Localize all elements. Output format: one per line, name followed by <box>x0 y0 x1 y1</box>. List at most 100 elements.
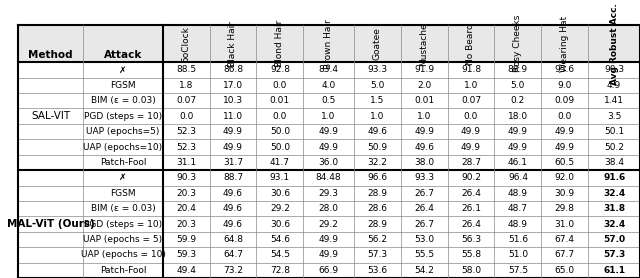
Text: 18.0: 18.0 <box>508 112 528 121</box>
Text: 20.3: 20.3 <box>176 189 196 198</box>
Text: 50.9: 50.9 <box>367 143 387 152</box>
Bar <box>18 263 640 278</box>
Text: 48.7: 48.7 <box>508 204 528 213</box>
Bar <box>18 232 640 247</box>
Text: 57.3: 57.3 <box>603 250 625 259</box>
Text: 48.9: 48.9 <box>508 189 528 198</box>
Text: 65.0: 65.0 <box>555 266 575 275</box>
Text: 0.01: 0.01 <box>414 96 434 105</box>
Text: 31.7: 31.7 <box>223 158 243 167</box>
Text: 51.6: 51.6 <box>508 235 528 244</box>
Text: 0.0: 0.0 <box>179 112 193 121</box>
Text: 55.8: 55.8 <box>461 250 481 259</box>
Text: 0.2: 0.2 <box>511 96 525 105</box>
Text: PGD (steps = 10): PGD (steps = 10) <box>84 112 162 121</box>
Text: 38.4: 38.4 <box>604 158 624 167</box>
Text: PGD (steps = 10): PGD (steps = 10) <box>84 220 162 229</box>
Text: FGSM: FGSM <box>110 189 136 198</box>
Text: 30.6: 30.6 <box>270 220 290 229</box>
Text: 93.3: 93.3 <box>367 65 387 75</box>
Text: 88.9: 88.9 <box>508 65 528 75</box>
Text: 50.0: 50.0 <box>270 143 290 152</box>
Text: 30.6: 30.6 <box>270 189 290 198</box>
Text: 95.6: 95.6 <box>555 65 575 75</box>
Text: 54.6: 54.6 <box>270 235 290 244</box>
Text: 49.9: 49.9 <box>508 143 528 152</box>
Text: 28.9: 28.9 <box>367 189 387 198</box>
Text: 1.0: 1.0 <box>370 112 385 121</box>
Text: 60.5: 60.5 <box>555 158 575 167</box>
Text: 11.0: 11.0 <box>223 112 243 121</box>
Text: UAP (epochs=5): UAP (epochs=5) <box>86 127 159 136</box>
Text: UAP (epochs = 5): UAP (epochs = 5) <box>83 235 163 244</box>
Text: 90.2: 90.2 <box>461 173 481 182</box>
Text: 56.3: 56.3 <box>461 235 481 244</box>
Text: 2.0: 2.0 <box>417 81 431 90</box>
Text: 29.3: 29.3 <box>319 189 339 198</box>
Text: 49.9: 49.9 <box>319 250 339 259</box>
Text: 54.2: 54.2 <box>414 266 434 275</box>
Text: 0.07: 0.07 <box>461 96 481 105</box>
Text: 0.07: 0.07 <box>176 96 196 105</box>
Text: FGSM: FGSM <box>110 81 136 90</box>
Text: UAP (epochs=10): UAP (epochs=10) <box>83 143 163 152</box>
Text: SAL-VIT: SAL-VIT <box>31 111 70 121</box>
Text: 86.8: 86.8 <box>223 65 243 75</box>
Text: 5oClock: 5oClock <box>182 26 191 62</box>
Text: 93.1: 93.1 <box>270 173 290 182</box>
Text: 1.0: 1.0 <box>464 81 478 90</box>
Text: 96.4: 96.4 <box>508 173 528 182</box>
Bar <box>18 185 640 201</box>
Text: 72.8: 72.8 <box>270 266 290 275</box>
Bar <box>18 155 640 170</box>
Text: 0.09: 0.09 <box>555 96 575 105</box>
Text: 5.0: 5.0 <box>511 81 525 90</box>
Text: Avg Robust Acc.: Avg Robust Acc. <box>610 3 619 85</box>
Text: 83.4: 83.4 <box>319 65 339 75</box>
Text: Wearing Hat: Wearing Hat <box>560 16 570 72</box>
Text: 90.3: 90.3 <box>176 173 196 182</box>
Text: 50.2: 50.2 <box>604 143 624 152</box>
Text: 93.3: 93.3 <box>414 173 434 182</box>
Text: ✗: ✗ <box>119 65 127 75</box>
Text: 41.7: 41.7 <box>270 158 290 167</box>
Text: 29.2: 29.2 <box>319 220 339 229</box>
Bar <box>18 62 640 78</box>
Text: BIM (ε = 0.03): BIM (ε = 0.03) <box>91 204 156 213</box>
Text: 28.6: 28.6 <box>367 204 387 213</box>
Text: Black Hair: Black Hair <box>228 21 237 67</box>
Text: 38.0: 38.0 <box>414 158 434 167</box>
Text: 26.4: 26.4 <box>414 204 434 213</box>
Text: Patch-Fool: Patch-Fool <box>100 266 146 275</box>
Text: 91.9: 91.9 <box>414 65 434 75</box>
Text: 64.7: 64.7 <box>223 250 243 259</box>
Bar <box>18 201 640 216</box>
Text: 46.1: 46.1 <box>508 158 528 167</box>
Text: 49.6: 49.6 <box>367 127 387 136</box>
Text: 59.3: 59.3 <box>176 250 196 259</box>
Text: 0.0: 0.0 <box>273 112 287 121</box>
Text: 31.1: 31.1 <box>176 158 196 167</box>
Text: 4.9: 4.9 <box>607 81 621 90</box>
Text: 49.6: 49.6 <box>414 143 434 152</box>
Text: 49.9: 49.9 <box>461 127 481 136</box>
Text: 29.2: 29.2 <box>270 204 290 213</box>
Text: 50.0: 50.0 <box>270 127 290 136</box>
Text: 61.1: 61.1 <box>603 266 625 275</box>
Text: 49.9: 49.9 <box>319 143 339 152</box>
Text: 49.9: 49.9 <box>555 127 575 136</box>
Text: 28.0: 28.0 <box>319 204 339 213</box>
Text: 1.8: 1.8 <box>179 81 193 90</box>
Text: 57.0: 57.0 <box>603 235 625 244</box>
Text: 73.2: 73.2 <box>223 266 243 275</box>
Bar <box>18 108 640 124</box>
Text: 28.9: 28.9 <box>367 220 387 229</box>
Text: 67.7: 67.7 <box>555 250 575 259</box>
Text: 20.4: 20.4 <box>176 204 196 213</box>
Text: 1.0: 1.0 <box>321 112 336 121</box>
Text: 50.1: 50.1 <box>604 127 624 136</box>
Text: 1.0: 1.0 <box>417 112 431 121</box>
Text: 49.6: 49.6 <box>223 220 243 229</box>
Text: 0.5: 0.5 <box>321 96 336 105</box>
Text: 67.4: 67.4 <box>555 235 575 244</box>
